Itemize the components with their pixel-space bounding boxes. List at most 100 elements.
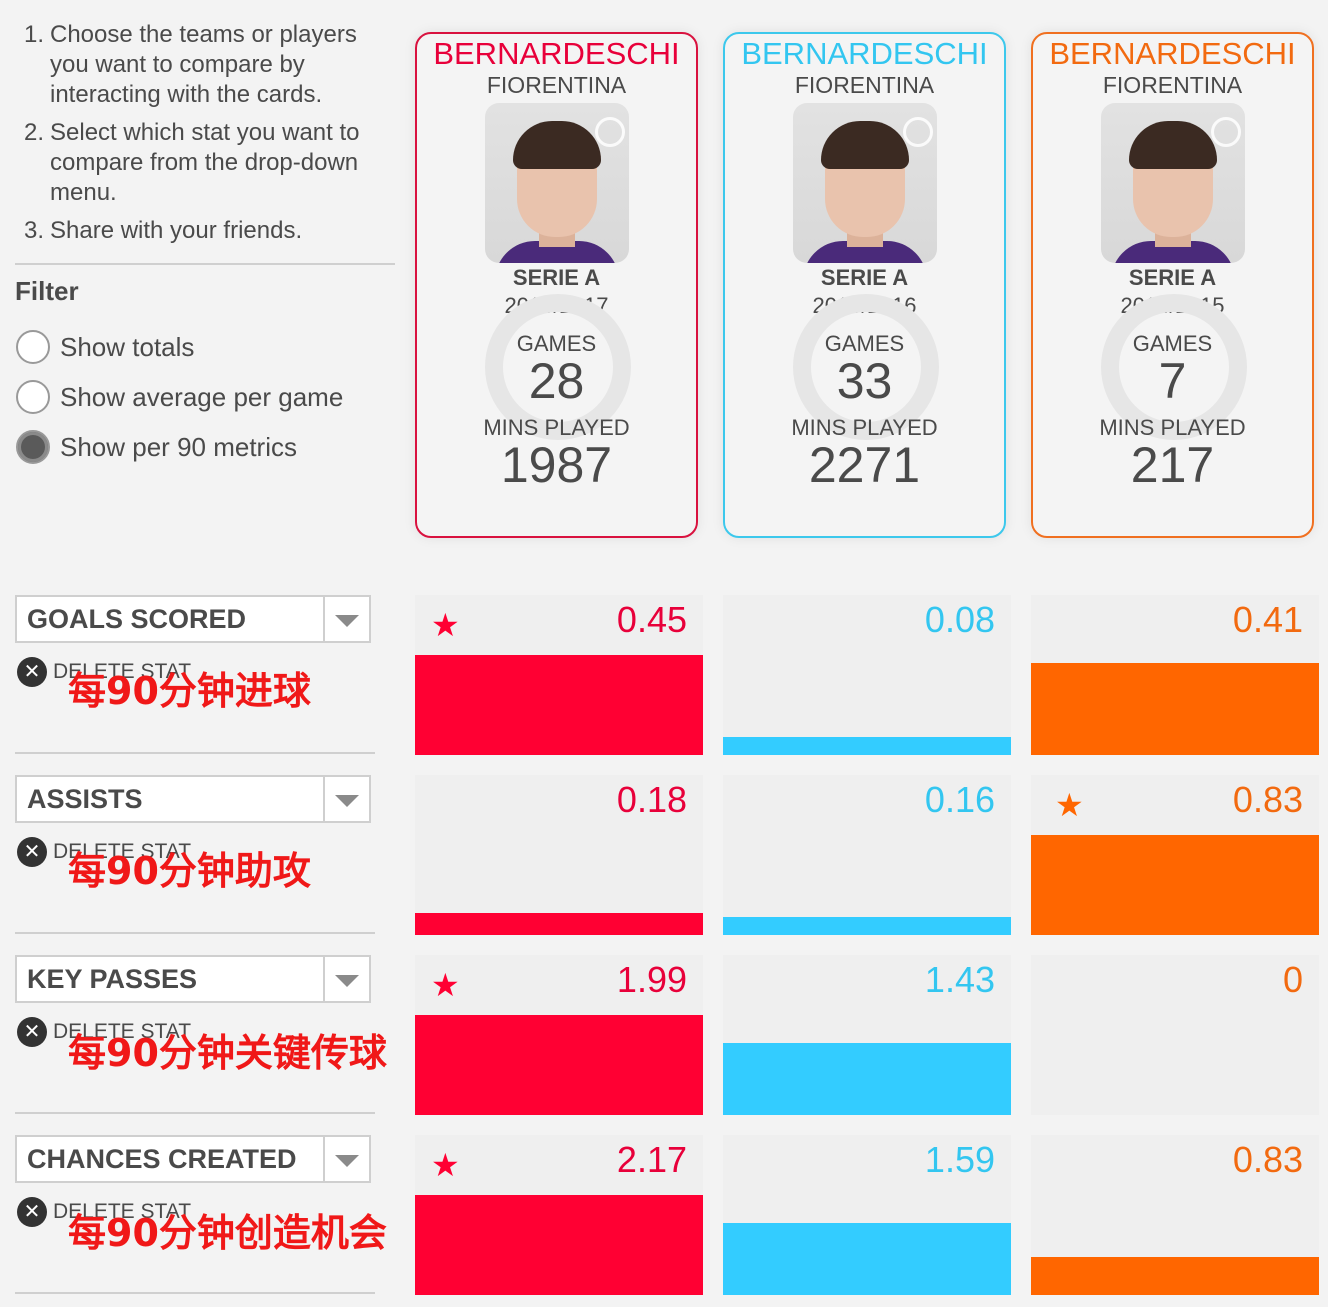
radio-show-average[interactable]: Show average per game — [16, 380, 343, 414]
league-name: SERIE A — [512, 265, 601, 290]
instructions-list: 1. Choose the teams or players you want t… — [24, 20, 394, 254]
games-label: GAMES — [1132, 331, 1213, 356]
radio-show-totals[interactable]: Show totals — [16, 330, 194, 364]
delete-stat-button[interactable]: ✕ DELETE STAT — [17, 1017, 191, 1047]
dropdown-toggle[interactable] — [323, 597, 369, 641]
mins-label: MINS PLAYED — [791, 415, 938, 440]
stat-value: 0.16 — [924, 779, 995, 820]
mins-label: MINS PLAYED — [483, 415, 630, 440]
team-name: FIORENTINA — [1102, 72, 1243, 98]
stat-bar — [723, 737, 1011, 755]
club-logo-icon — [1210, 117, 1241, 147]
instruction-number: 3. — [24, 217, 45, 244]
delete-stat-button[interactable]: ✕ DELETE STAT — [17, 837, 191, 867]
star-icon: ★ — [1055, 787, 1084, 823]
divider — [15, 263, 395, 265]
stat-value: 0.83 — [1232, 1139, 1303, 1180]
stat-cell: 1.43 — [723, 955, 1011, 1115]
delete-stat-label: DELETE STAT — [53, 840, 192, 863]
stat-cell: 0.08 — [723, 595, 1011, 755]
dropdown-toggle[interactable] — [323, 1137, 369, 1181]
star-icon: ★ — [431, 967, 460, 1003]
games-value: 28 — [528, 353, 585, 409]
club-logo-icon — [902, 117, 933, 147]
stat-bar — [415, 655, 703, 755]
divider — [15, 1292, 375, 1294]
mins-label: MINS PLAYED — [1099, 415, 1246, 440]
radio-button[interactable] — [16, 330, 50, 364]
player-card-2[interactable]: BERNARDESCHI FIORENTINA SERIE A 2015/201… — [723, 32, 1006, 538]
instruction-item: 3. Share with your friends. — [24, 216, 394, 246]
instruction-text: Choose the teams or players you want to … — [50, 21, 357, 108]
radio-button-checked[interactable] — [16, 430, 50, 464]
chevron-down-icon — [335, 795, 359, 807]
stat-bar — [1031, 663, 1319, 755]
delete-stat-button[interactable]: ✕ DELETE STAT — [17, 1197, 191, 1227]
instruction-number: 1. — [24, 21, 45, 48]
stat-value: 0.18 — [616, 779, 687, 820]
stat-cell: 0.16 — [723, 775, 1011, 935]
stat-cell: ★ 0.45 — [415, 595, 703, 755]
stat-bar — [723, 1223, 1011, 1295]
player-name: BERNARDESCHI — [433, 36, 680, 71]
radio-button[interactable] — [16, 380, 50, 414]
stat-value: 1.43 — [924, 959, 995, 1000]
delete-icon: ✕ — [17, 1197, 47, 1227]
stat-value: 0.08 — [924, 599, 995, 640]
chevron-down-icon — [335, 975, 359, 987]
mins-value: 217 — [1130, 437, 1215, 493]
delete-stat-label: DELETE STAT — [53, 1200, 192, 1223]
games-value: 33 — [836, 353, 893, 409]
mins-value: 1987 — [500, 437, 613, 493]
radio-label: Show average per game — [60, 381, 344, 412]
delete-stat-button[interactable]: ✕ DELETE STAT — [17, 657, 191, 687]
stat-cell: 1.59 — [723, 1135, 1011, 1295]
chinese-annotation: 每90分钟进球 — [68, 669, 311, 713]
stat-value: 1.59 — [924, 1139, 995, 1180]
stat-cell: 0.41 — [1031, 595, 1319, 755]
delete-icon: ✕ — [17, 837, 47, 867]
chevron-down-icon — [335, 615, 359, 627]
stat-dropdown-label: GOALS SCORED — [27, 603, 247, 634]
player-card-1[interactable]: BERNARDESCHI FIORENTINA SERIE A 2016/201… — [415, 32, 698, 538]
stat-value: 0.45 — [616, 599, 687, 640]
delete-stat-label: DELETE STAT — [53, 1020, 192, 1043]
radio-label: Show totals — [60, 331, 195, 362]
stat-cell: ★ 2.17 — [415, 1135, 703, 1295]
league-name: SERIE A — [820, 265, 909, 290]
stat-bar — [1031, 1257, 1319, 1295]
stat-bar — [415, 913, 703, 935]
dropdown-toggle[interactable] — [323, 957, 369, 1001]
stat-cell: 0.83 — [1031, 1135, 1319, 1295]
divider — [15, 1112, 375, 1114]
league-name: SERIE A — [1128, 265, 1217, 290]
stat-dropdown-chances-created[interactable]: CHANCES CREATED — [15, 1135, 371, 1183]
player-photo — [792, 103, 937, 263]
star-icon: ★ — [431, 1147, 460, 1183]
radio-show-per90[interactable]: Show per 90 metrics — [16, 430, 297, 464]
stat-cell: 0 — [1031, 955, 1319, 1115]
team-name: FIORENTINA — [486, 72, 627, 98]
stat-bar — [1031, 835, 1319, 935]
instruction-item: 2. Select which stat you want to compare … — [24, 118, 394, 208]
stat-dropdown-goals[interactable]: GOALS SCORED — [15, 595, 371, 643]
chinese-annotation: 每90分钟创造机会 — [68, 1211, 387, 1255]
player-card-3[interactable]: BERNARDESCHI FIORENTINA SERIE A 2014/201… — [1031, 32, 1314, 538]
stat-value: 0 — [1282, 959, 1303, 1000]
stat-dropdown-key-passes[interactable]: KEY PASSES — [15, 955, 371, 1003]
stat-cell: ★ 0.83 — [1031, 775, 1319, 935]
stat-bar — [415, 1195, 703, 1295]
stat-cell: ★ 1.99 — [415, 955, 703, 1115]
stat-dropdown-assists[interactable]: ASSISTS — [15, 775, 371, 823]
filter-title: Filter — [15, 276, 79, 306]
stat-value: 0.41 — [1232, 599, 1303, 640]
stat-bar — [723, 917, 1011, 935]
instruction-text: Share with your friends. — [50, 217, 303, 244]
stat-bar — [415, 1015, 703, 1115]
instruction-number: 2. — [24, 119, 45, 146]
player-name: BERNARDESCHI — [741, 36, 988, 71]
delete-stat-label: DELETE STAT — [53, 660, 192, 683]
delete-icon: ✕ — [17, 657, 47, 687]
dropdown-toggle[interactable] — [323, 777, 369, 821]
delete-icon: ✕ — [17, 1017, 47, 1047]
